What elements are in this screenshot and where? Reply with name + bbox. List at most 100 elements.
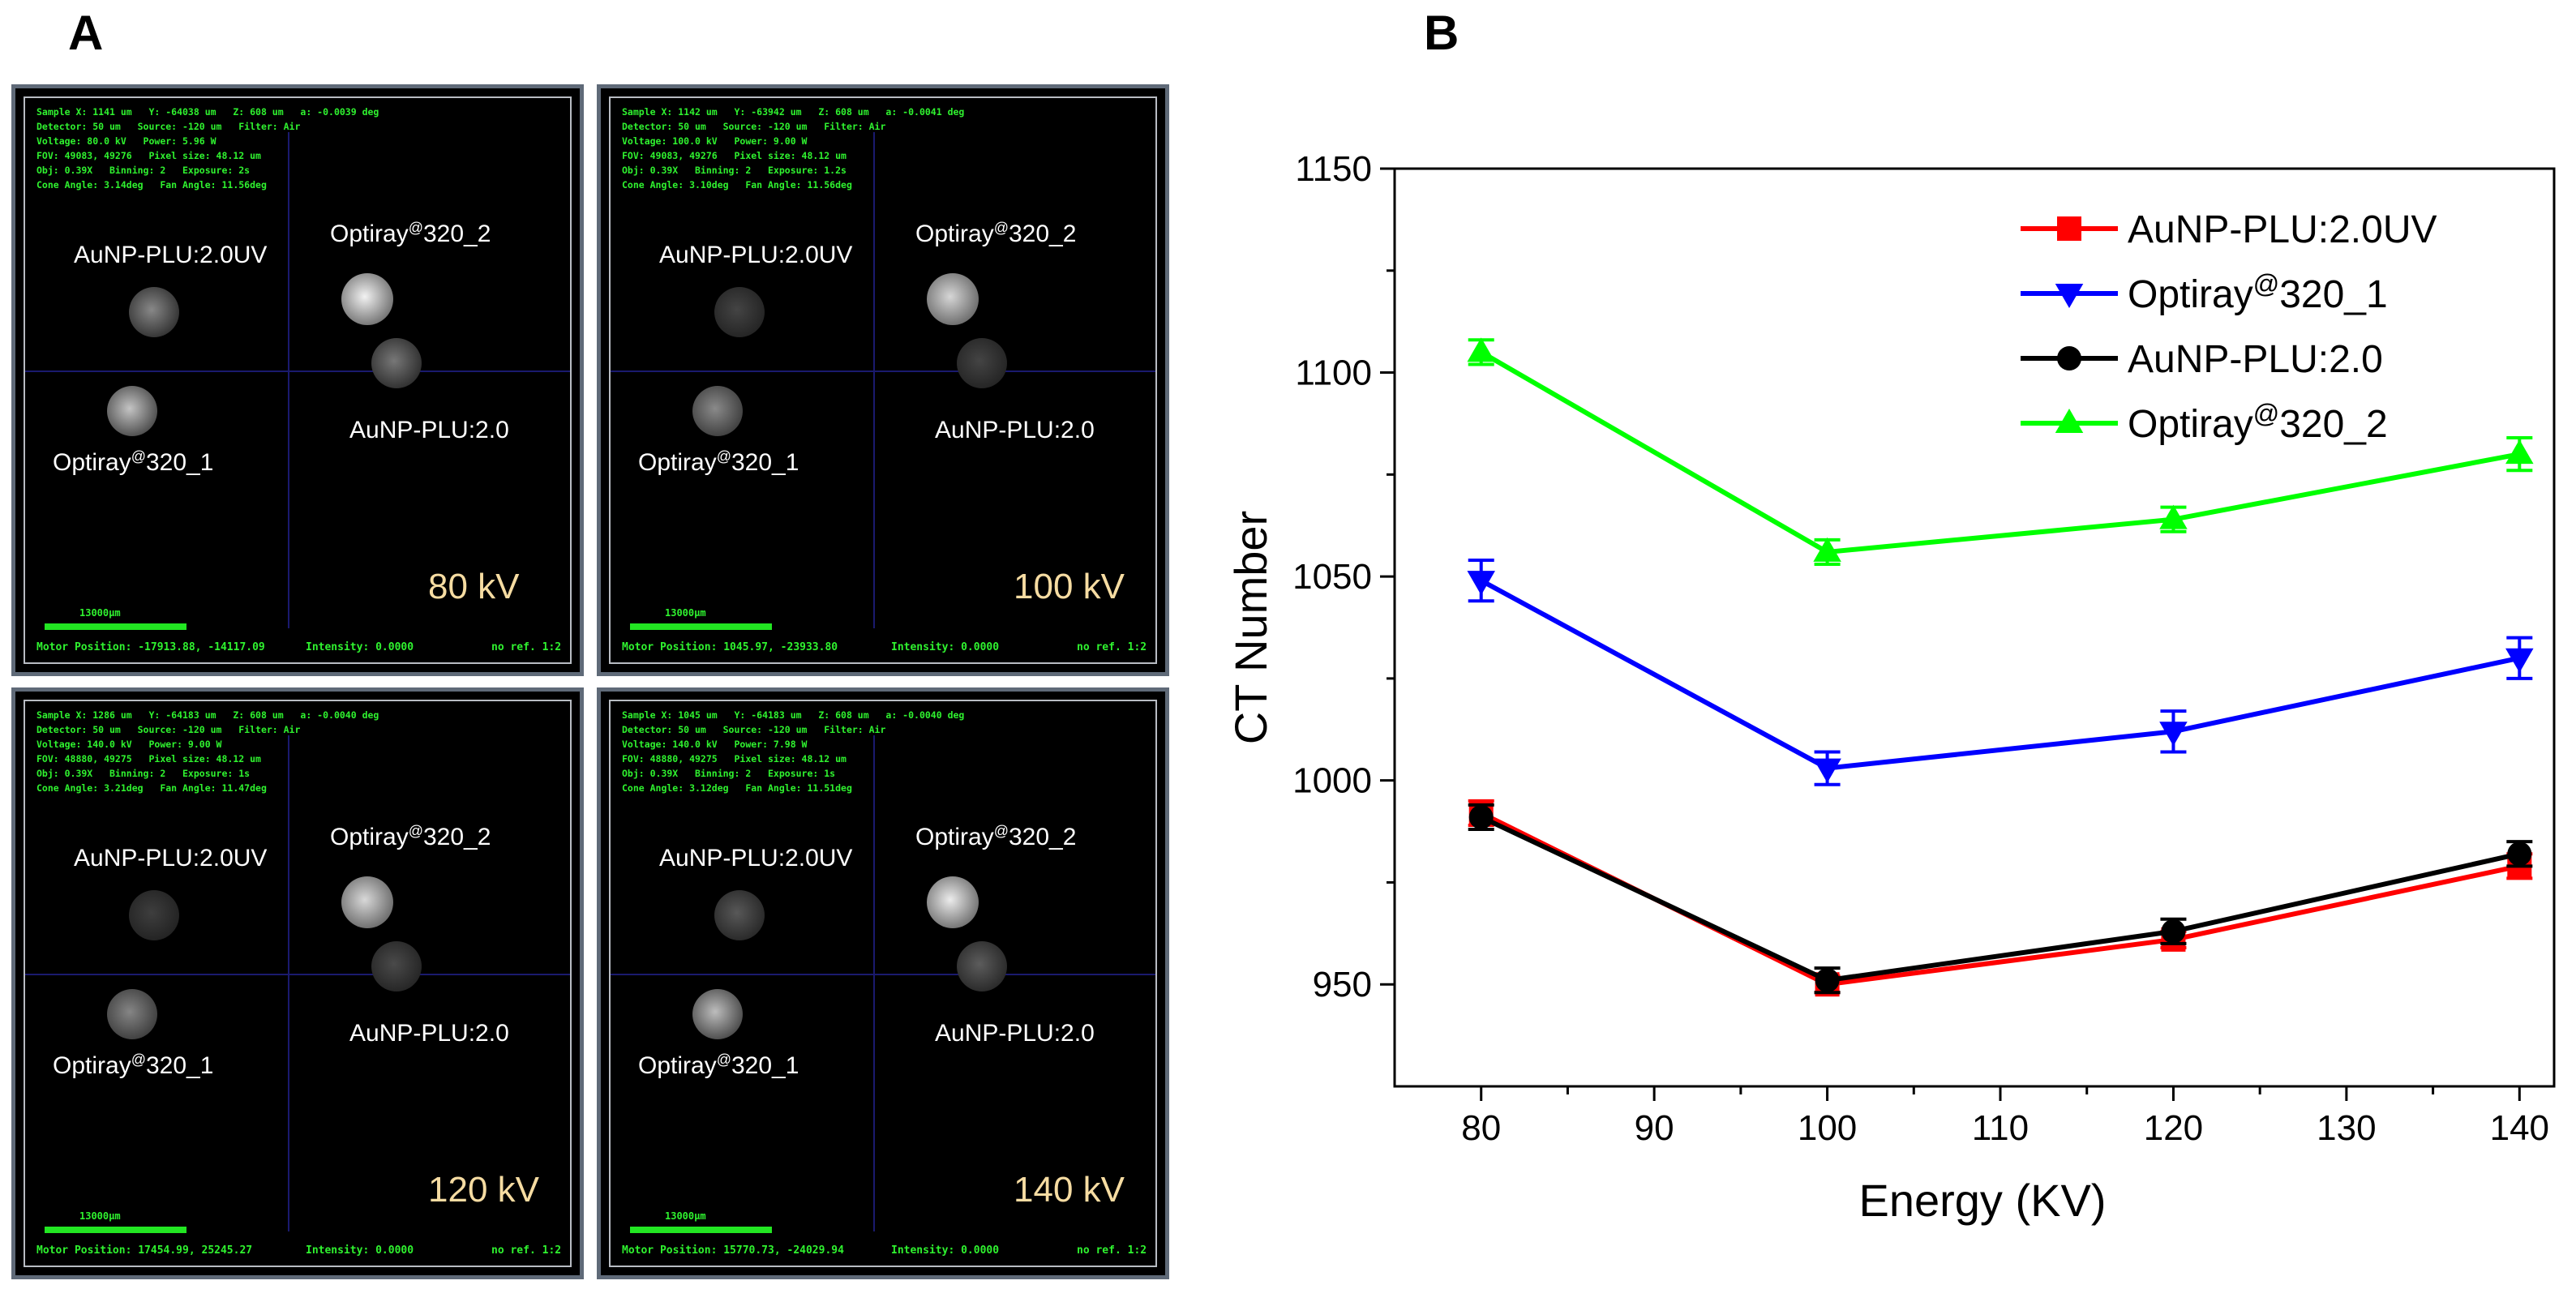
crosshair-vertical bbox=[873, 132, 875, 628]
plot-frame bbox=[1393, 167, 2556, 1088]
scale-bar bbox=[45, 1227, 186, 1233]
panel-b-label: B bbox=[1424, 6, 1459, 60]
sample-aunp bbox=[371, 338, 422, 388]
x-tick-label: 90 bbox=[1635, 1108, 1674, 1148]
scale-bar bbox=[630, 623, 772, 630]
x-tick-label: 80 bbox=[1461, 1108, 1501, 1148]
voltage-label: 140 kV bbox=[1014, 1170, 1125, 1210]
scan-parameters: Sample X: 1045 um Y: -64183 um Z: 608 um… bbox=[622, 709, 965, 794]
y-tick-label: 1100 bbox=[1295, 353, 1372, 393]
data-point bbox=[2505, 648, 2534, 673]
label-aunp-uv: AuNP-PLU:2.0UV bbox=[659, 845, 853, 872]
sample-optiray-1 bbox=[692, 989, 743, 1039]
label-optiray-1: Optiray@320_1 bbox=[53, 448, 214, 476]
panel-a-label: A bbox=[68, 6, 104, 60]
data-point bbox=[1813, 758, 1841, 783]
x-tick-label: 110 bbox=[1972, 1108, 2029, 1148]
crosshair-vertical bbox=[288, 735, 289, 1231]
data-point bbox=[2159, 504, 2188, 529]
crosshair-horizontal bbox=[611, 370, 1155, 372]
legend-label: AuNP-PLU:2.0 bbox=[2128, 338, 2383, 381]
crosshair-horizontal bbox=[25, 370, 570, 372]
data-point bbox=[2161, 919, 2186, 944]
sample-optiray-1 bbox=[107, 386, 157, 436]
y-tick-label: 950 bbox=[1313, 965, 1372, 1004]
legend-label: Optiray@320_1 bbox=[2128, 269, 2388, 316]
scale-bar bbox=[630, 1227, 772, 1233]
scale-bar bbox=[45, 623, 186, 630]
legend-label: AuNP-PLU:2.0UV bbox=[2128, 208, 2437, 251]
no-ref-readout: no ref. 1:2 bbox=[1077, 641, 1147, 653]
series-line bbox=[1480, 349, 2520, 555]
x-tick-label: 100 bbox=[1798, 1108, 1857, 1148]
series-line bbox=[1480, 578, 2520, 771]
voltage-label: 100 kV bbox=[1014, 567, 1125, 606]
sample-optiray-1 bbox=[107, 989, 157, 1039]
sample-aunp-uv bbox=[129, 287, 179, 337]
motor-position: Motor Position: -17913.88, -14117.09 bbox=[36, 641, 265, 653]
data-point bbox=[1467, 337, 1495, 362]
label-optiray-1: Optiray@320_1 bbox=[638, 1051, 799, 1079]
sample-aunp bbox=[957, 338, 1007, 388]
legend-label: Optiray@320_2 bbox=[2128, 399, 2388, 446]
series-1 bbox=[1468, 558, 2533, 786]
scale-bar-label: 13000μm bbox=[79, 607, 121, 619]
data-point bbox=[1467, 571, 1495, 596]
label-aunp-uv: AuNP-PLU:2.0UV bbox=[74, 242, 268, 268]
ct-viewport: Sample X: 1045 um Y: -64183 um Z: 608 um… bbox=[609, 700, 1157, 1267]
ct-viewport: Sample X: 1142 um Y: -63942 um Z: 608 um… bbox=[609, 96, 1157, 664]
sample-optiray-2 bbox=[341, 273, 393, 325]
legend-marker bbox=[2055, 409, 2084, 433]
label-optiray-2: Optiray@320_2 bbox=[330, 220, 491, 247]
intensity-readout: Intensity: 0.0000 bbox=[306, 1244, 414, 1257]
scale-bar-label: 13000μm bbox=[79, 1210, 121, 1222]
motor-position: Motor Position: 17454.99, 25245.27 bbox=[36, 1244, 253, 1257]
sample-aunp bbox=[371, 941, 422, 991]
scale-bar-label: 13000μm bbox=[665, 607, 706, 619]
intensity-readout: Intensity: 0.0000 bbox=[891, 641, 1000, 653]
ct-panel: Sample X: 1141 um Y: -64038 um Z: 608 um… bbox=[11, 84, 584, 676]
label-aunp: AuNP-PLU:2.0 bbox=[935, 1020, 1095, 1047]
no-ref-readout: no ref. 1:2 bbox=[1077, 1244, 1147, 1257]
no-ref-readout: no ref. 1:2 bbox=[491, 1244, 562, 1257]
label-aunp-uv: AuNP-PLU:2.0UV bbox=[74, 845, 268, 872]
voltage-label: 80 kV bbox=[428, 567, 520, 606]
intensity-readout: Intensity: 0.0000 bbox=[306, 641, 414, 653]
legend-marker bbox=[2057, 216, 2081, 241]
series-line bbox=[1480, 815, 2520, 983]
label-optiray-2: Optiray@320_2 bbox=[330, 823, 491, 850]
scan-parameters: Sample X: 1142 um Y: -63942 um Z: 608 um… bbox=[622, 106, 965, 191]
label-optiray-1: Optiray@320_1 bbox=[638, 448, 799, 476]
legend-entry: Optiray@320_2 bbox=[2021, 399, 2388, 446]
x-tick-label: 140 bbox=[2490, 1108, 2549, 1148]
legend-entry: Optiray@320_1 bbox=[2021, 269, 2388, 316]
label-optiray-1: Optiray@320_1 bbox=[53, 1051, 214, 1079]
label-optiray-2: Optiray@320_2 bbox=[915, 823, 1077, 850]
label-aunp: AuNP-PLU:2.0 bbox=[349, 1020, 509, 1047]
label-aunp-uv: AuNP-PLU:2.0UV bbox=[659, 242, 853, 268]
ct-viewport: Sample X: 1141 um Y: -64038 um Z: 608 um… bbox=[24, 96, 572, 664]
sample-aunp-uv bbox=[714, 890, 765, 940]
crosshair-horizontal bbox=[25, 974, 570, 975]
label-aunp: AuNP-PLU:2.0 bbox=[349, 417, 509, 443]
sample-aunp-uv bbox=[714, 287, 765, 337]
data-point bbox=[1468, 804, 1494, 829]
sample-optiray-2 bbox=[927, 876, 979, 928]
y-tick-label: 1050 bbox=[1292, 557, 1372, 597]
y-axis-label: CT Number bbox=[1225, 511, 1276, 744]
ct-panel: Sample X: 1045 um Y: -64183 um Z: 608 um… bbox=[597, 687, 1169, 1279]
label-optiray-2: Optiray@320_2 bbox=[915, 220, 1077, 247]
sample-optiray-1 bbox=[692, 386, 743, 436]
scan-parameters: Sample X: 1286 um Y: -64183 um Z: 608 um… bbox=[36, 709, 379, 794]
sample-aunp-uv bbox=[129, 890, 179, 940]
y-tick-label: 1000 bbox=[1292, 761, 1372, 801]
crosshair-horizontal bbox=[611, 974, 1155, 975]
series-line bbox=[1480, 811, 2520, 987]
sample-optiray-2 bbox=[341, 876, 393, 928]
scan-parameters: Sample X: 1141 um Y: -64038 um Z: 608 um… bbox=[36, 106, 379, 191]
no-ref-readout: no ref. 1:2 bbox=[491, 641, 562, 653]
data-point bbox=[2505, 439, 2534, 465]
ct-panel: Sample X: 1286 um Y: -64183 um Z: 608 um… bbox=[11, 687, 584, 1279]
scale-bar-label: 13000μm bbox=[665, 1210, 706, 1222]
sample-aunp bbox=[957, 941, 1007, 991]
